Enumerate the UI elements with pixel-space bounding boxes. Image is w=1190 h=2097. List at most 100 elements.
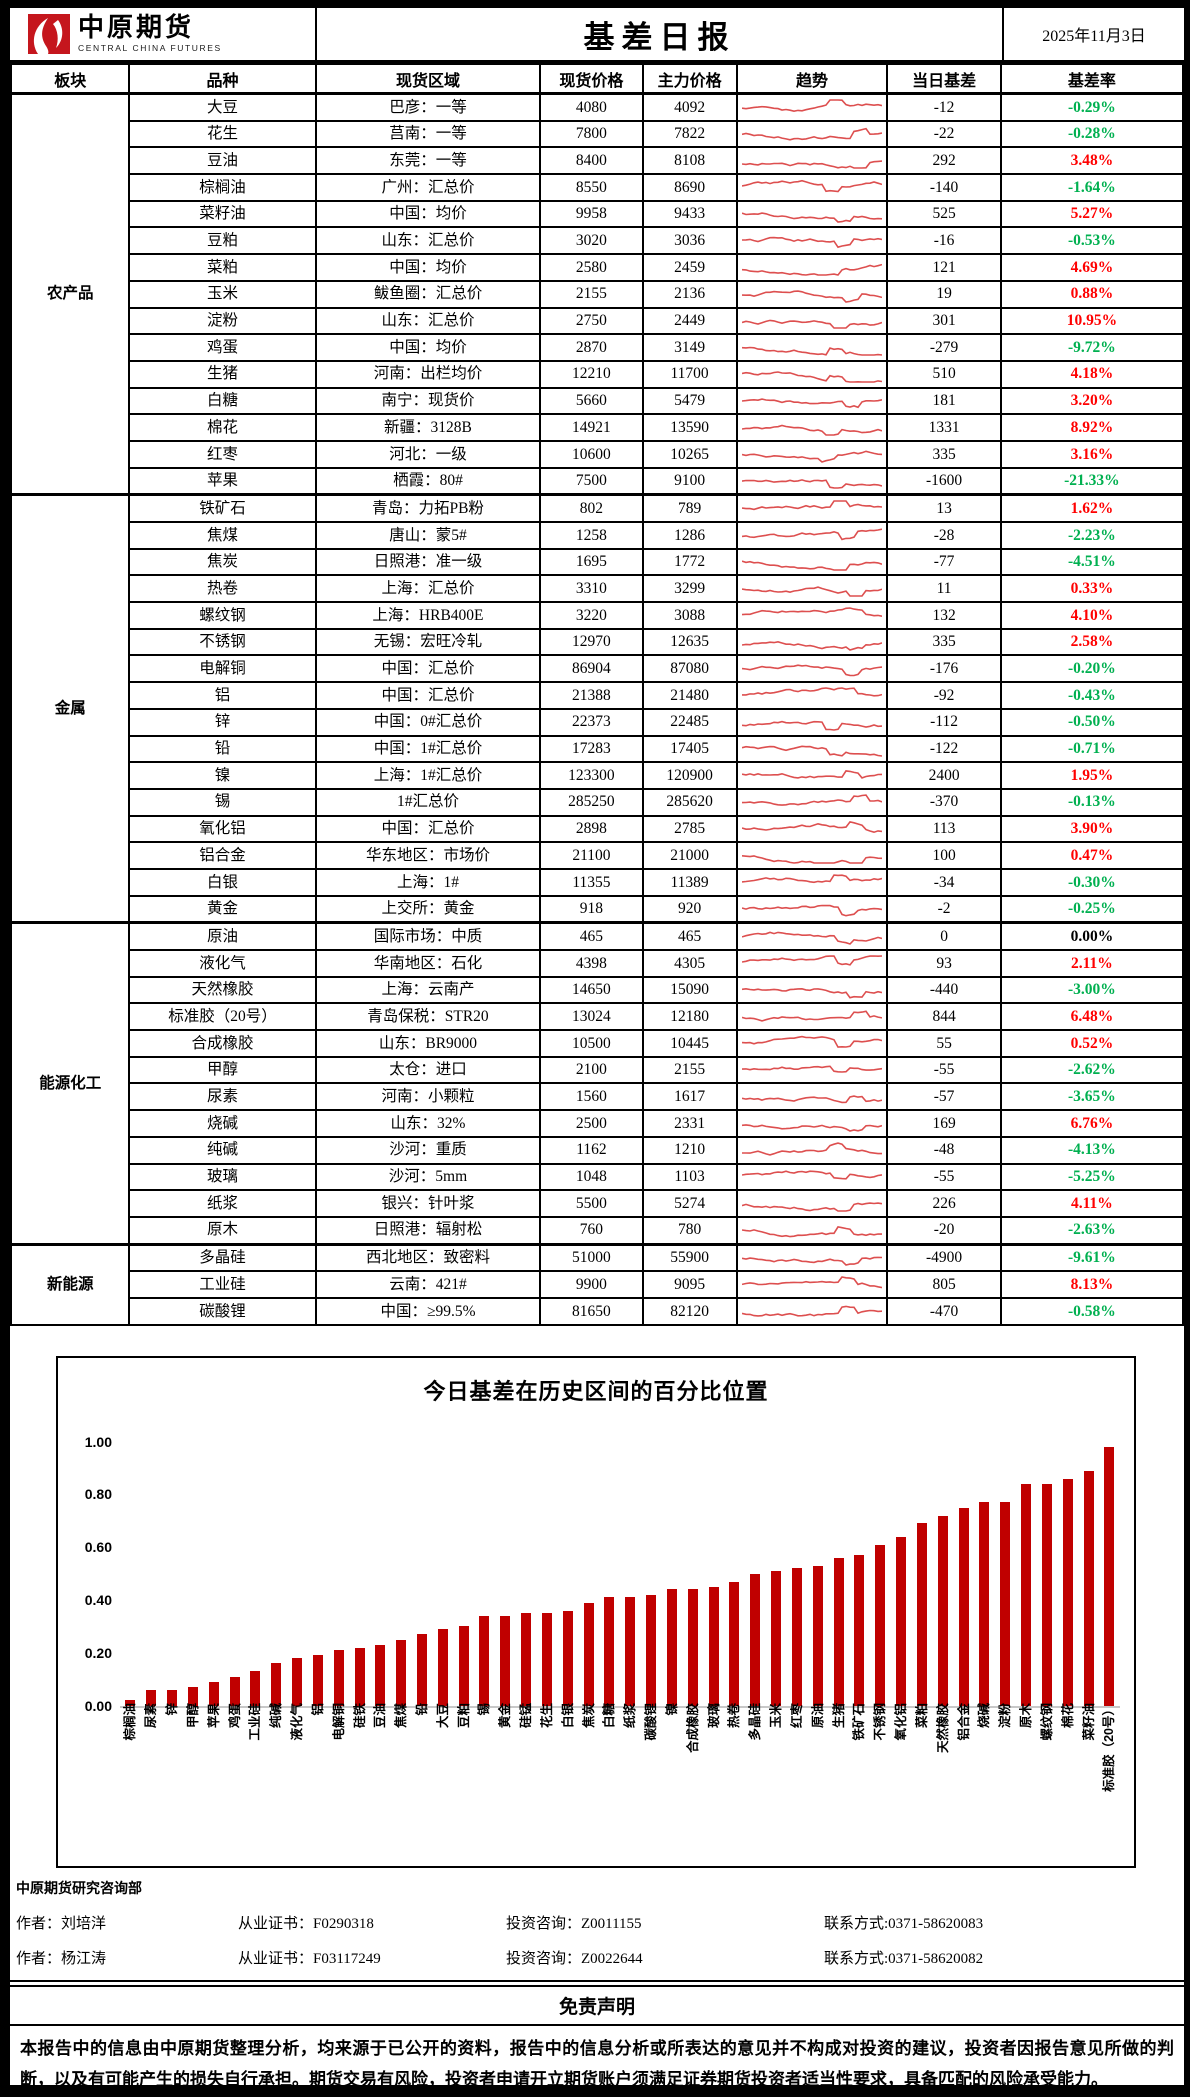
daily-basis-cell: -48 [886, 1135, 1002, 1165]
spot-price-cell: 1048 [539, 1162, 644, 1192]
variety-cell: 棕榈油 [128, 173, 317, 202]
report-page: 中原期货 CENTRAL CHINA FUTURES 基差日报 2025年11月… [10, 8, 1184, 2085]
table-row: 豆油 东莞：一等 8400 8108 292 3.48% [11, 146, 1184, 176]
trend-cell [735, 386, 889, 416]
trend-cell [735, 1162, 889, 1192]
x-slot: 淀粉 [995, 1703, 1016, 1880]
main-price-cell: 2155 [641, 1055, 738, 1085]
author-contact: 联系方式:0371-58620083 [824, 1915, 984, 1932]
author-lines: 作者：刘培洋 从业证书：F0290318 投资咨询：Z0011155 联系方式:037… [16, 1912, 1178, 1968]
basis-rate-cell: -0.53% [999, 226, 1184, 256]
bar [916, 1523, 927, 1706]
variety-cell: 生猪 [128, 359, 317, 389]
trend-cell [735, 574, 889, 604]
x-slot: 烧碱 [974, 1703, 995, 1880]
main-price-cell: 5479 [641, 386, 738, 416]
spot-price-cell: 760 [539, 1215, 644, 1246]
report-title: 基差日报 [317, 8, 1004, 60]
variety-cell: 烧碱 [128, 1109, 317, 1138]
bar-column [620, 1597, 641, 1706]
basis-rate-cell: -2.23% [999, 521, 1184, 550]
x-slot: 热卷 [724, 1703, 745, 1880]
x-tick-label: 铅 [415, 1702, 429, 1716]
daily-basis-cell: -12 [886, 91, 1002, 122]
bar-column [495, 1615, 516, 1706]
bar-column [578, 1602, 599, 1706]
bar [854, 1555, 865, 1706]
x-tick-label: 多晶硅 [748, 1702, 763, 1741]
trend-cell [735, 707, 889, 737]
variety-cell: 液化气 [128, 949, 317, 978]
variety-cell: 苹果 [128, 466, 317, 496]
region-cell: 中国：1#汇总价 [314, 734, 542, 764]
bar-column [724, 1581, 745, 1706]
x-slot: 铝合金 [953, 1703, 974, 1880]
x-tick-label: 电解铜 [331, 1702, 346, 1741]
trend-sparkline [742, 1010, 883, 1022]
trend-cell [735, 521, 889, 550]
region-cell: 东莞：一等 [314, 146, 542, 176]
main-price-cell: 12635 [641, 627, 738, 657]
main-price-cell: 82120 [641, 1296, 738, 1326]
col-header-spot-price: 现货价格 [539, 63, 644, 95]
trend-cell [735, 253, 889, 282]
variety-cell: 菜粕 [128, 253, 317, 282]
basis-rate-cell: -1.64% [999, 173, 1184, 202]
daily-basis-cell: 301 [886, 306, 1002, 336]
department-name: 中原期货研究咨询部 [16, 1881, 142, 1897]
trend-cell [735, 681, 889, 710]
spot-price-cell: 2870 [539, 333, 644, 362]
trend-cell [735, 413, 889, 442]
main-price-cell: 9095 [641, 1270, 738, 1299]
main-price-cell: 780 [641, 1215, 738, 1246]
bar [729, 1581, 740, 1706]
trend-sparkline [742, 1202, 883, 1212]
variety-cell: 甲醇 [128, 1055, 317, 1085]
bar [354, 1647, 365, 1706]
bar-column [1057, 1478, 1078, 1706]
x-tick-label: 硅铁 [352, 1702, 367, 1728]
basis-rate-cell: 6.48% [999, 1002, 1184, 1032]
table-row: 菜籽油 中国：均价 9958 9433 525 5.27% [11, 199, 1184, 229]
bar [312, 1655, 323, 1706]
trend-cell [735, 734, 889, 764]
trend-sparkline [742, 793, 883, 806]
x-tick-label: 天然橡胶 [935, 1702, 950, 1753]
region-cell: 河南：小颗粒 [314, 1082, 542, 1112]
x-tick-label: 纸浆 [623, 1702, 638, 1728]
spot-price-cell: 2580 [539, 253, 644, 282]
table-row: 尿素 河南：小颗粒 1560 1617 -57 -3.65% [11, 1082, 1184, 1112]
variety-cell: 电解铜 [128, 654, 317, 684]
spot-price-cell: 3310 [539, 574, 644, 604]
region-cell: 栖霞：80# [314, 466, 542, 496]
bar-column [932, 1515, 953, 1706]
x-slot: 硅锰 [516, 1703, 537, 1880]
author-cert: 从业证书：F0290318 [238, 1915, 374, 1932]
basis-rate-cell: 0.33% [999, 574, 1184, 604]
main-price-cell: 15090 [641, 975, 738, 1005]
main-price-cell: 285620 [641, 787, 738, 817]
trend-cell [735, 1270, 889, 1299]
main-price-cell: 8108 [641, 146, 738, 176]
region-cell: 山东：汇总价 [314, 226, 542, 256]
variety-cell: 工业硅 [128, 1270, 317, 1299]
basis-rate-cell: -0.58% [999, 1296, 1184, 1326]
trend-sparkline [742, 720, 883, 731]
x-tick-label: 液化气 [290, 1702, 305, 1741]
region-cell: 日照港：辐射松 [314, 1215, 542, 1246]
bar-column [828, 1557, 849, 1706]
spot-price-cell: 8550 [539, 173, 644, 202]
author-name: 作者：杨江涛 [16, 1950, 107, 1967]
table-row: 白糖 南宁：现货价 5660 5479 181 3.20% [11, 386, 1184, 416]
trend-sparkline [742, 319, 883, 330]
spot-price-cell: 9958 [539, 199, 644, 229]
bar [1041, 1483, 1052, 1706]
spot-price-cell: 1560 [539, 1082, 644, 1112]
trend-sparkline [742, 931, 883, 946]
basis-rate-cell: 3.90% [999, 814, 1184, 844]
y-tick-label: 0.00 [84, 1697, 112, 1714]
bar [1000, 1502, 1011, 1706]
x-tick-label: 花生 [539, 1702, 554, 1728]
bar [875, 1544, 886, 1706]
x-tick-label: 原木 [1019, 1702, 1034, 1728]
